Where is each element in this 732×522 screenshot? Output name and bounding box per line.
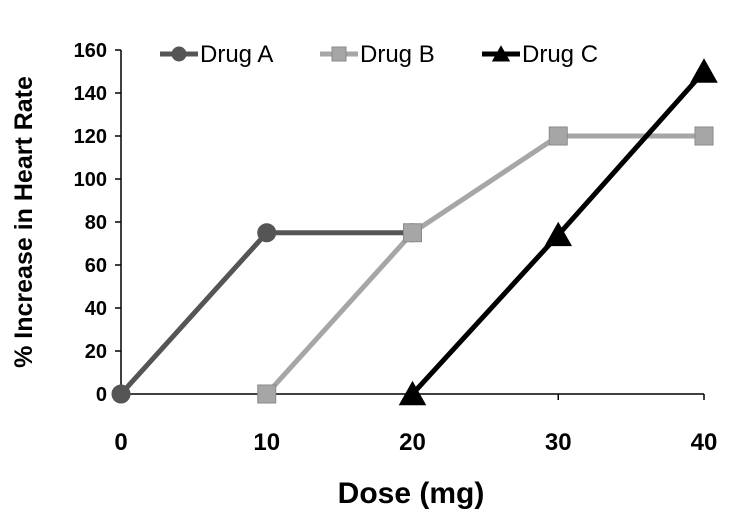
- series-drug-b: [257, 126, 714, 404]
- x-tick-label: 0: [114, 429, 127, 456]
- data-point-drug-c: [398, 380, 427, 406]
- x-tick-label: 20: [399, 429, 426, 456]
- data-point-drug-b: [548, 126, 568, 146]
- y-tick-label: 60: [85, 255, 107, 277]
- legend-marker-drug-b: [331, 46, 347, 62]
- data-point-drug-b: [403, 223, 422, 243]
- legend-marker-drug-a: [171, 46, 187, 62]
- series-line-drug-b: [264, 133, 704, 396]
- legend-label-drug-a: Drug A: [200, 41, 273, 68]
- y-tick-label: 140: [74, 83, 107, 105]
- x-tick-label: 10: [253, 429, 280, 456]
- y-axis-title: % Increase in Heart Rate: [10, 76, 38, 368]
- x-tick-label: 30: [545, 429, 572, 456]
- series-layer: [111, 58, 718, 406]
- legend-label-drug-b: Drug B: [360, 41, 435, 68]
- series-line-drug-a: [119, 230, 413, 396]
- data-point-drug-c: [544, 221, 573, 247]
- data-point-drug-a: [257, 223, 277, 243]
- data-point-drug-b: [257, 384, 277, 404]
- axes: 0 20 40 60 80 100 120 140 160 0 10 20 30 40: [74, 40, 718, 456]
- legend: Drug A Drug B Drug C: [160, 41, 598, 68]
- legend-item-drug-a: Drug A: [160, 41, 273, 68]
- data-point-drug-b: [694, 126, 714, 146]
- y-tick-label: 160: [74, 40, 107, 62]
- y-tick-label: 120: [74, 126, 107, 148]
- y-tick-label: 80: [85, 212, 107, 234]
- legend-label-drug-c: Drug C: [522, 41, 598, 68]
- data-point-drug-c: [690, 58, 718, 83]
- x-tick-label: 40: [691, 429, 718, 456]
- x-axis-title: Dose (mg): [338, 477, 485, 510]
- y-tick-label: 20: [85, 341, 107, 363]
- data-point-drug-a: [111, 384, 131, 404]
- legend-marker-drug-c: [491, 45, 511, 62]
- y-tick-label: 0: [96, 384, 107, 406]
- series-drug-c: [398, 58, 718, 406]
- legend-item-drug-c: Drug C: [482, 41, 598, 68]
- legend-item-drug-b: Drug B: [320, 41, 435, 68]
- series-drug-a: [111, 223, 422, 404]
- y-tick-label: 40: [85, 298, 107, 320]
- y-tick-label: 100: [74, 169, 107, 191]
